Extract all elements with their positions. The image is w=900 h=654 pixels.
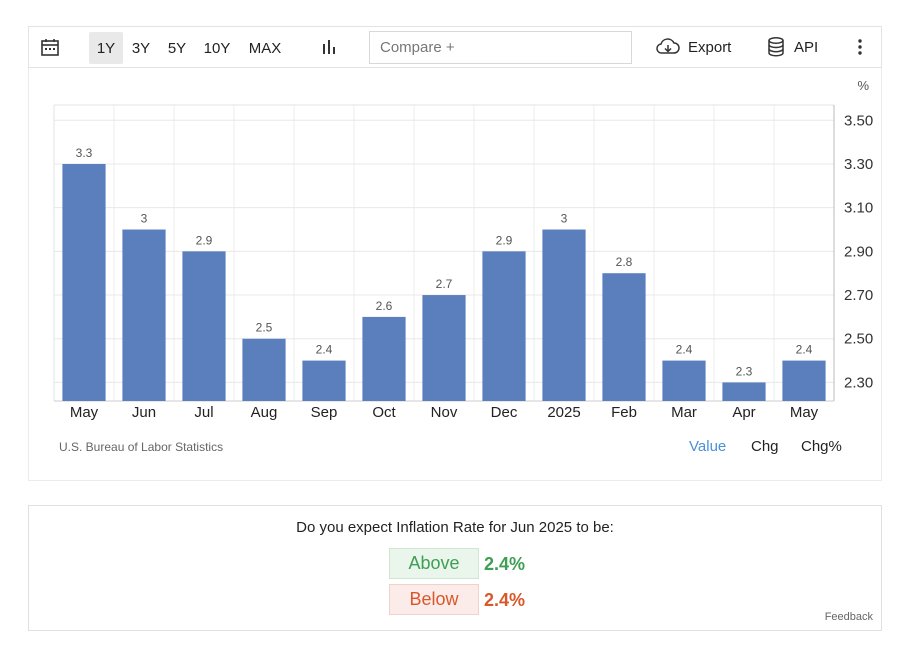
chart-toolbar: 1Y 3Y 5Y 10Y MAX Export API <box>28 26 882 68</box>
range-max-button[interactable]: MAX <box>248 39 282 57</box>
bar <box>482 251 526 401</box>
x-tick-label: Sep <box>311 404 338 421</box>
kebab-menu-icon <box>858 39 862 55</box>
bar-value-label: 2.3 <box>736 364 753 378</box>
range-5y-button[interactable]: 5Y <box>167 39 187 57</box>
x-tick-label: Apr <box>732 404 755 421</box>
x-tick-label: Aug <box>251 404 278 421</box>
x-tick-label: May <box>70 404 99 421</box>
x-tick-label: Jul <box>194 404 213 421</box>
y-tick-label: 2.50 <box>844 331 873 348</box>
cloud-download-icon <box>656 38 680 54</box>
bar-value-label: 2.4 <box>676 343 693 357</box>
bar <box>602 273 646 401</box>
bar <box>302 360 346 401</box>
bar-value-label: 2.6 <box>376 299 393 313</box>
chart-type-icon[interactable] <box>319 27 341 67</box>
poll-question: Do you expect Inflation Rate for Jun 202… <box>296 519 614 536</box>
bar <box>242 338 286 401</box>
database-icon <box>768 36 784 57</box>
range-1y-button[interactable]: 1Y <box>89 32 123 64</box>
y-tick-label: 2.70 <box>844 287 873 304</box>
x-tick-label: Mar <box>671 404 697 421</box>
bar <box>362 316 406 401</box>
tab-chg[interactable]: Chg <box>751 438 779 455</box>
x-tick-label: 2025 <box>547 404 580 421</box>
below-value: 2.4% <box>484 590 526 610</box>
api-button[interactable]: API <box>766 27 826 67</box>
bar <box>722 382 766 401</box>
export-button[interactable]: Export <box>655 27 737 67</box>
bar <box>782 360 826 401</box>
bar-value-label: 2.4 <box>796 343 813 357</box>
chart-panel: 3.50 3.30 3.10 2.90 2.70 2.50 2.30% 3.3 May 3 Jun 2… <box>28 68 882 481</box>
bar-value-label: 2.8 <box>616 255 633 269</box>
below-button[interactable]: Below <box>389 584 479 615</box>
bar-value-label: 3.3 <box>76 146 93 160</box>
bar-value-label: 2.9 <box>496 233 513 247</box>
bar-value-label: 2.7 <box>436 277 453 291</box>
bar-value-label: 3 <box>561 212 568 226</box>
x-tick-label: Jun <box>132 404 156 421</box>
tab-chg-percent[interactable]: Chg% <box>801 438 842 455</box>
calendar-icon[interactable] <box>39 27 61 67</box>
tab-value[interactable]: Value <box>689 438 727 455</box>
range-3y-button[interactable]: 3Y <box>131 39 151 57</box>
y-tick-label: 3.50 <box>844 112 873 129</box>
feedback-link[interactable]: Feedback <box>824 611 873 623</box>
bar <box>542 229 586 401</box>
bar-value-label: 3 <box>141 212 148 226</box>
range-10y-button[interactable]: 10Y <box>203 39 231 57</box>
y-tick-label: 3.30 <box>844 156 873 173</box>
bar <box>62 163 106 401</box>
bar <box>662 360 706 401</box>
more-options-icon[interactable] <box>851 27 869 67</box>
data-source: U.S. Bureau of Labor Statistics <box>59 440 224 454</box>
y-tick-label: 2.30 <box>844 374 873 391</box>
bar-chart: 3.50 3.30 3.10 2.90 2.70 2.50 2.30% 3.3 May 3 Jun 2… <box>53 78 873 421</box>
bar-value-label: 2.9 <box>196 233 213 247</box>
bar-value-label: 2.4 <box>316 343 333 357</box>
bar-value-label: 2.5 <box>256 321 273 335</box>
bar <box>182 251 226 401</box>
bar <box>422 295 466 401</box>
export-label: Export <box>688 38 732 56</box>
y-tick-label: 3.10 <box>844 200 873 217</box>
above-button[interactable]: Above <box>389 548 479 579</box>
y-tick-label: 2.90 <box>844 243 873 260</box>
calendar-icon-svg <box>41 39 59 56</box>
x-tick-label: Nov <box>431 404 458 421</box>
forecast-poll: Do you expect Inflation Rate for Jun 202… <box>28 505 882 631</box>
bar-chart-icon <box>323 40 335 54</box>
x-tick-label: Dec <box>491 404 518 421</box>
api-label: API <box>794 38 819 56</box>
y-axis-unit: % <box>857 78 869 93</box>
x-tick-label: Oct <box>372 404 396 421</box>
bar <box>122 229 166 401</box>
x-tick-label: May <box>790 404 819 421</box>
x-tick-label: Feb <box>611 404 637 421</box>
compare-input[interactable] <box>369 31 632 64</box>
above-value: 2.4% <box>484 554 526 574</box>
